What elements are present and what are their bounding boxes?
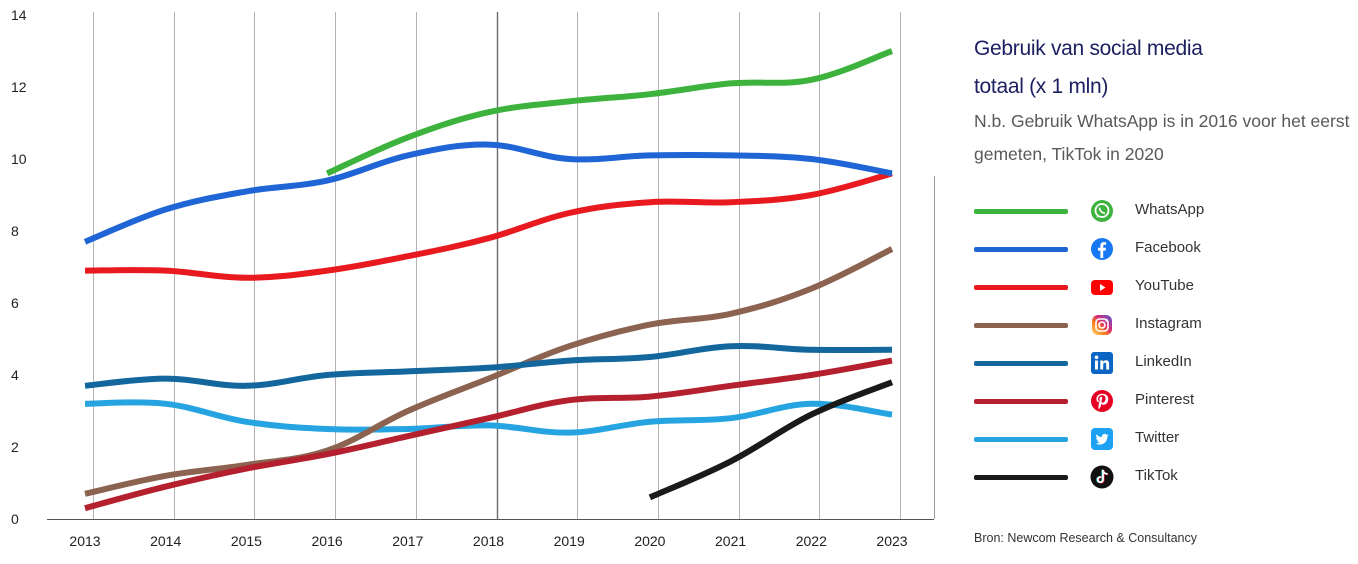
legend-label-youtube: YouTube bbox=[1135, 277, 1194, 294]
legend-label-facebook: Facebook bbox=[1135, 239, 1201, 256]
legend-item-linkedin: LinkedIn bbox=[974, 344, 1334, 382]
legend-item-instagram: Instagram bbox=[974, 306, 1334, 344]
x-tick-label-2023: 2023 bbox=[876, 533, 907, 549]
legend-swatch-instagram bbox=[974, 322, 1068, 328]
legend-label-tiktok: TikTok bbox=[1135, 467, 1178, 484]
x-tick-label-2013: 2013 bbox=[69, 533, 100, 549]
y-tick-label-12: 12 bbox=[11, 79, 27, 95]
legend-swatch-pinterest bbox=[974, 398, 1068, 404]
legend-swatch-youtube bbox=[974, 284, 1068, 290]
x-tick-label-2021: 2021 bbox=[715, 533, 746, 549]
youtube-icon bbox=[1091, 280, 1113, 295]
tiktok-icon bbox=[1090, 465, 1114, 489]
legend-item-twitter: Twitter bbox=[974, 420, 1334, 458]
y-tick-labels: 0 2 4 6 8 10 12 14 bbox=[11, 7, 27, 527]
legend-swatch-linkedin bbox=[974, 360, 1068, 366]
chart-subtitle-line1: N.b. Gebruik WhatsApp is in 2016 voor he… bbox=[974, 111, 1350, 131]
legend-label-linkedin: LinkedIn bbox=[1135, 353, 1192, 370]
chart-subtitle-line2: gemeten, TikTok in 2020 bbox=[974, 144, 1164, 164]
x-tick-label-2017: 2017 bbox=[392, 533, 423, 549]
legend-swatch-tiktok bbox=[974, 474, 1068, 480]
y-tick-label-0: 0 bbox=[11, 511, 19, 527]
x-tick-label-2022: 2022 bbox=[796, 533, 827, 549]
linkedin-icon bbox=[1091, 352, 1113, 374]
chart-title: Gebruik van social media bbox=[974, 37, 1203, 60]
series-line-instagram bbox=[84, 246, 894, 497]
whatsapp-icon bbox=[1091, 200, 1113, 222]
y-tick-label-14: 14 bbox=[11, 7, 27, 23]
legend-swatch-twitter bbox=[974, 436, 1068, 442]
facebook-icon bbox=[1091, 238, 1113, 260]
series-line-linkedin bbox=[84, 342, 893, 389]
x-tick-labels: 2013 2014 2015 2016 2017 2018 2019 2020 2021 2022… bbox=[69, 533, 907, 549]
axes bbox=[47, 176, 935, 520]
legend-item-youtube: YouTube bbox=[974, 268, 1334, 306]
grid-lines bbox=[93, 12, 901, 519]
legend-label-pinterest: Pinterest bbox=[1135, 391, 1195, 408]
series-line-facebook bbox=[83, 141, 893, 245]
legend-item-tiktok: TikTok bbox=[974, 458, 1334, 496]
pinterest-icon bbox=[1091, 390, 1113, 412]
instagram-icon bbox=[1092, 315, 1112, 335]
legend-item-whatsapp: WhatsApp bbox=[974, 192, 1334, 230]
series-line-tiktok bbox=[648, 379, 894, 501]
twitter-icon bbox=[1091, 428, 1113, 450]
x-tick-label-2016: 2016 bbox=[312, 533, 343, 549]
chart-title-line2: totaal (x 1 mln) bbox=[974, 75, 1109, 98]
x-tick-label-2020: 2020 bbox=[634, 533, 665, 549]
series-line-whatsapp bbox=[325, 48, 894, 177]
series-lines bbox=[83, 48, 894, 512]
legend-item-pinterest: Pinterest bbox=[974, 382, 1334, 420]
y-tick-label-2: 2 bbox=[11, 439, 19, 455]
x-tick-label-2019: 2019 bbox=[554, 533, 585, 549]
legend-label-instagram: Instagram bbox=[1135, 315, 1202, 332]
source-note: Bron: Newcom Research & Consultancy bbox=[974, 531, 1198, 545]
series-line-pinterest bbox=[84, 357, 893, 512]
y-tick-label-6: 6 bbox=[11, 295, 19, 311]
legend-panel: Gebruik van social media totaal (x 1 mln… bbox=[974, 30, 1354, 172]
legend-item-facebook: Facebook bbox=[974, 230, 1334, 268]
y-tick-label-4: 4 bbox=[11, 367, 19, 383]
y-tick-label-8: 8 bbox=[11, 223, 19, 239]
series-line-twitter bbox=[84, 399, 893, 436]
legend-label-twitter: Twitter bbox=[1135, 429, 1180, 446]
series-line-youtube bbox=[84, 170, 893, 281]
legend-swatch-facebook bbox=[974, 246, 1068, 252]
x-tick-label-2015: 2015 bbox=[231, 533, 262, 549]
y-tick-label-10: 10 bbox=[11, 151, 27, 167]
x-tick-label-2018: 2018 bbox=[473, 533, 504, 549]
line-chart: 0 2 4 6 8 10 12 14 2013 2014 2015 2016 2017 2018 2019… bbox=[11, 7, 935, 549]
legend-label-whatsapp: WhatsApp bbox=[1135, 201, 1205, 218]
legend-swatch-whatsapp bbox=[974, 208, 1068, 214]
x-tick-label-2014: 2014 bbox=[150, 533, 181, 549]
